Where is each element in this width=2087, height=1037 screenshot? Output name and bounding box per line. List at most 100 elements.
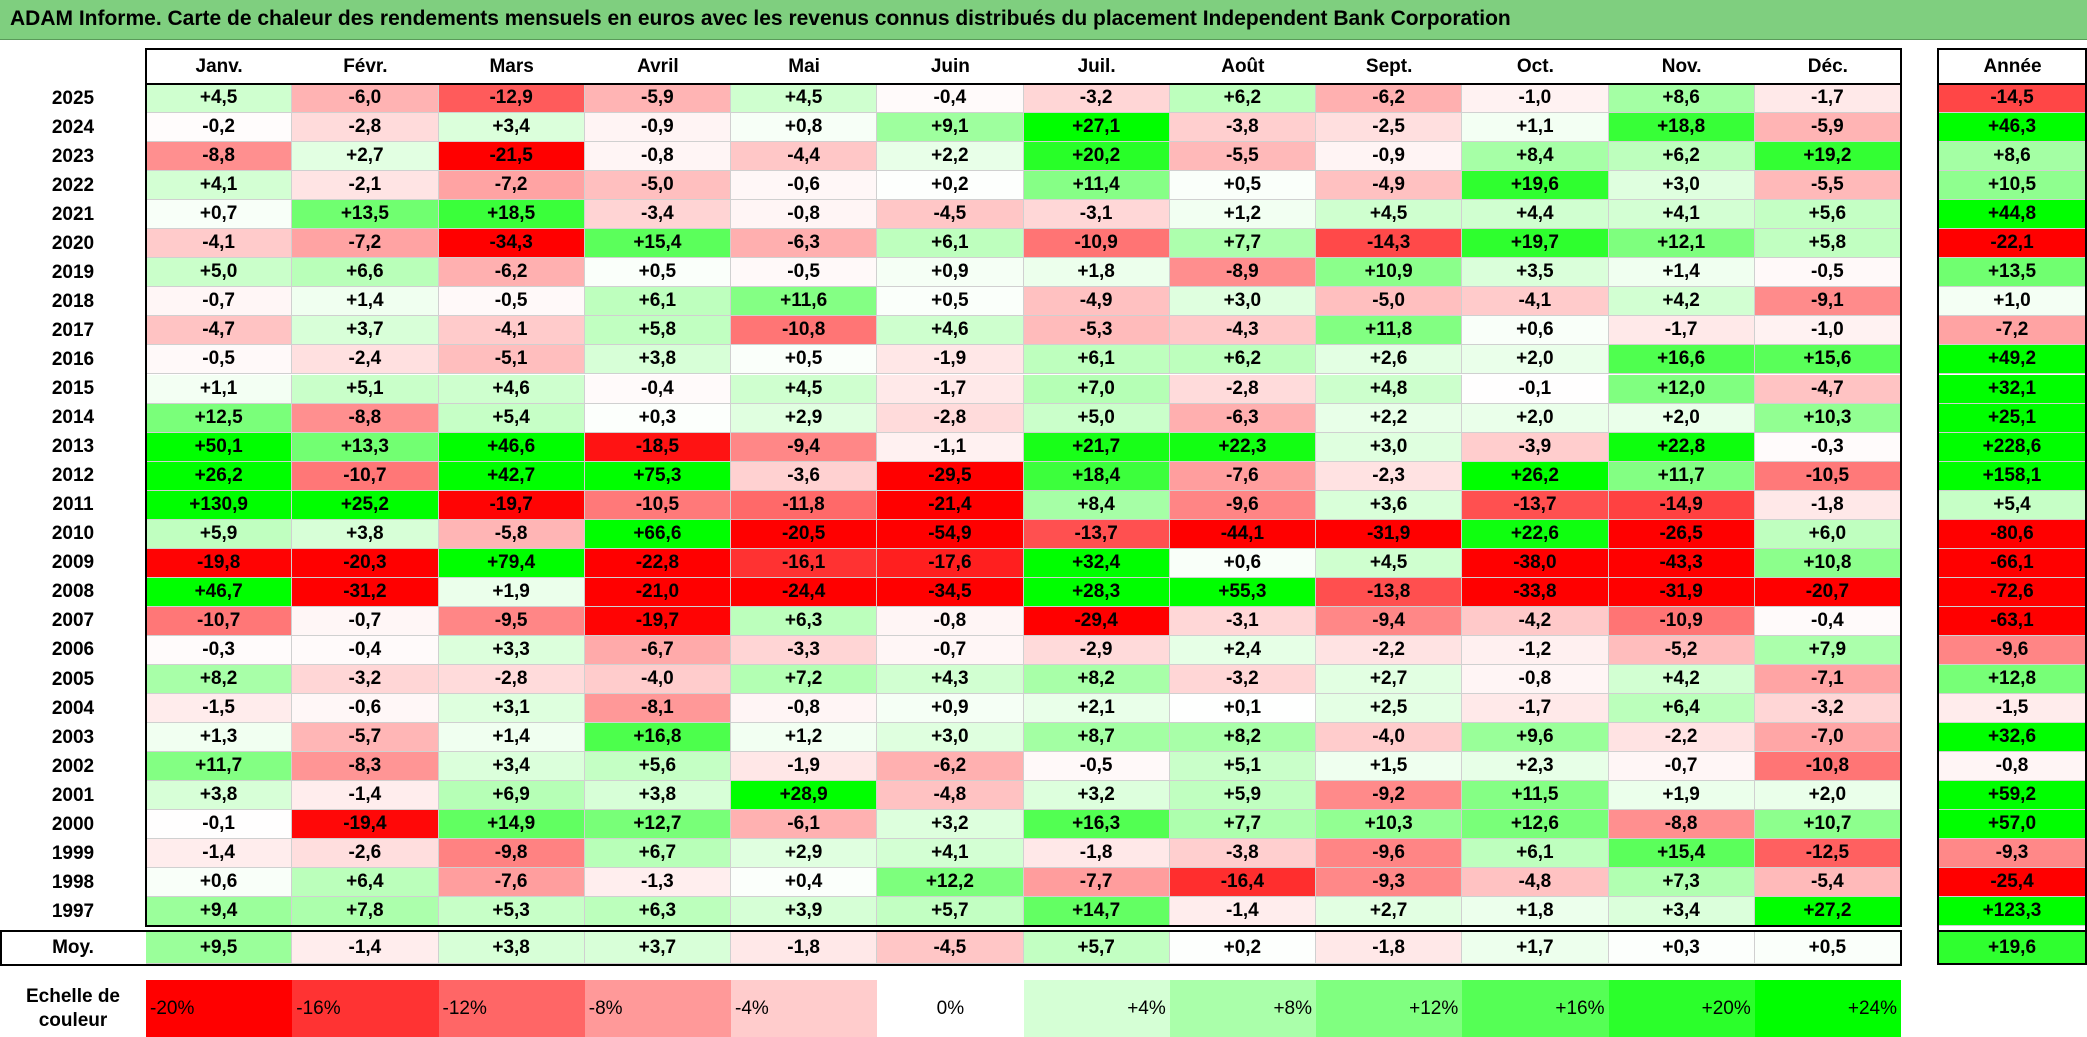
heatmap-cell: +11,7 (1608, 461, 1755, 491)
annual-cell: +57,0 (1938, 810, 2087, 840)
annual-cell: -66,1 (1938, 548, 2087, 578)
heatmap-cell: +7,0 (1023, 374, 1170, 404)
heatmap-cell: +12,5 (146, 403, 293, 433)
heatmap-cell: +1,9 (438, 577, 585, 607)
annual-cell: +228,6 (1938, 432, 2087, 462)
average-label: Moy. (52, 937, 94, 959)
year-label: 2000 (51, 813, 95, 835)
scale-swatch: +12% (1316, 980, 1463, 1037)
heatmap-cell: -1,8 (1023, 839, 1170, 869)
heatmap-cell: +3,4 (1608, 897, 1755, 927)
heatmap-cell: +20,2 (1023, 142, 1170, 172)
heatmap-cell: -4,9 (1316, 171, 1463, 201)
scale-swatch: -16% (292, 980, 439, 1037)
heatmap-cell: -21,4 (877, 490, 1024, 520)
annual-cell: -0,8 (1938, 752, 2087, 782)
heatmap-cell: +0,3 (584, 403, 731, 433)
heatmap-cell: +1,1 (146, 374, 293, 404)
heatmap-cell: +4,1 (146, 171, 293, 201)
heatmap-cell: +2,9 (731, 839, 878, 869)
average-cell: -4,5 (877, 932, 1024, 965)
heatmap-cell: +5,0 (146, 258, 293, 288)
average-annual-cell: +19,6 (1938, 932, 2087, 965)
annual-cell: -1,5 (1938, 694, 2087, 724)
heatmap-cell: -1,0 (1462, 84, 1609, 114)
heatmap-cell: -7,1 (1754, 665, 1901, 695)
heatmap-cell: -0,8 (1462, 665, 1609, 695)
heatmap-cell: -6,0 (292, 84, 439, 114)
heatmap-cell: +21,7 (1023, 432, 1170, 462)
heatmap-cell: +8,2 (146, 665, 293, 695)
heatmap-cell: +2,7 (1316, 665, 1463, 695)
scale-swatch: -20% (146, 980, 293, 1037)
heatmap-cell: -11,8 (731, 490, 878, 520)
heatmap-cell: +1,2 (731, 723, 878, 753)
heatmap-cell: +6,7 (584, 839, 731, 869)
heatmap-cell: -3,8 (1169, 113, 1316, 143)
heatmap-cell: +11,7 (146, 752, 293, 782)
heatmap-cell: -3,2 (1023, 84, 1170, 114)
heatmap-cell: +10,9 (1316, 258, 1463, 288)
heatmap-cell: +79,4 (438, 548, 585, 578)
heatmap-cell: +0,5 (1169, 171, 1316, 201)
heatmap-cell: -4,1 (438, 316, 585, 346)
heatmap-cell: +8,6 (1608, 84, 1755, 114)
heatmap-cell: +1,3 (146, 723, 293, 753)
heatmap-cell: -5,1 (438, 345, 585, 375)
heatmap-cell: -7,6 (1169, 461, 1316, 491)
heatmap-cell: +5,8 (584, 316, 731, 346)
heatmap-cell: +2,1 (1023, 694, 1170, 724)
heatmap-cell: -10,7 (146, 606, 293, 636)
heatmap-cell: +3,8 (146, 781, 293, 811)
heatmap-cell: +6,0 (1754, 519, 1901, 549)
heatmap-cell: +16,8 (584, 723, 731, 753)
heatmap-cell: -6,2 (438, 258, 585, 288)
heatmap-cell: +28,3 (1023, 577, 1170, 607)
year-label: 2025 (51, 87, 95, 109)
heatmap-cell: -5,8 (438, 519, 585, 549)
heatmap-cell: +27,2 (1754, 897, 1901, 927)
scale-swatch: +8% (1169, 980, 1316, 1037)
annual-cell: +32,6 (1938, 723, 2087, 753)
heatmap-cell: -14,9 (1608, 490, 1755, 520)
heatmap-cell: +2,3 (1462, 752, 1609, 782)
heatmap-cell: +15,4 (584, 229, 731, 259)
heatmap-cell: -34,3 (438, 229, 585, 259)
heatmap-cell: +6,2 (1608, 142, 1755, 172)
heatmap-cell: +2,0 (1754, 781, 1901, 811)
heatmap-cell: -5,3 (1023, 316, 1170, 346)
annual-cell: +5,4 (1938, 490, 2087, 520)
heatmap-cell: +7,7 (1169, 229, 1316, 259)
heatmap-cell: -29,5 (877, 461, 1024, 491)
year-label: 2008 (51, 581, 95, 603)
heatmap-cell: +16,6 (1608, 345, 1755, 375)
scale-label-line1: Echelle de (26, 985, 120, 1007)
heatmap-cell: -1,9 (877, 345, 1024, 375)
heatmap-cell: -4,7 (146, 316, 293, 346)
column-header: Mars (438, 49, 585, 84)
heatmap-cell: -8,3 (292, 752, 439, 782)
heatmap-cell: -16,1 (731, 548, 878, 578)
heatmap-cell: -24,4 (731, 577, 878, 607)
heatmap-cell: -5,2 (1608, 635, 1755, 665)
heatmap-cell: -20,5 (731, 519, 878, 549)
heatmap-cell: -2,8 (292, 113, 439, 143)
heatmap-cell: +18,8 (1608, 113, 1755, 143)
heatmap-cell: -13,7 (1023, 519, 1170, 549)
heatmap-cell: +5,8 (1754, 229, 1901, 259)
heatmap-cell: -0,7 (146, 287, 293, 317)
heatmap-cell: -21,5 (438, 142, 585, 172)
heatmap-cell: -7,7 (1023, 868, 1170, 898)
annual-cell: -25,4 (1938, 868, 2087, 898)
heatmap-cell: -4,4 (731, 142, 878, 172)
heatmap-cell: -7,0 (1754, 723, 1901, 753)
heatmap-cell: +12,6 (1462, 810, 1609, 840)
heatmap-cell: +8,2 (1169, 723, 1316, 753)
heatmap-cell: +19,7 (1462, 229, 1609, 259)
heatmap-cell: +0,9 (877, 258, 1024, 288)
heatmap-cell: -29,4 (1023, 606, 1170, 636)
heatmap-cell: +4,6 (877, 316, 1024, 346)
heatmap-cell: -9,6 (1169, 490, 1316, 520)
heatmap-cell: -7,2 (438, 171, 585, 201)
heatmap-cell: -2,3 (1316, 461, 1463, 491)
